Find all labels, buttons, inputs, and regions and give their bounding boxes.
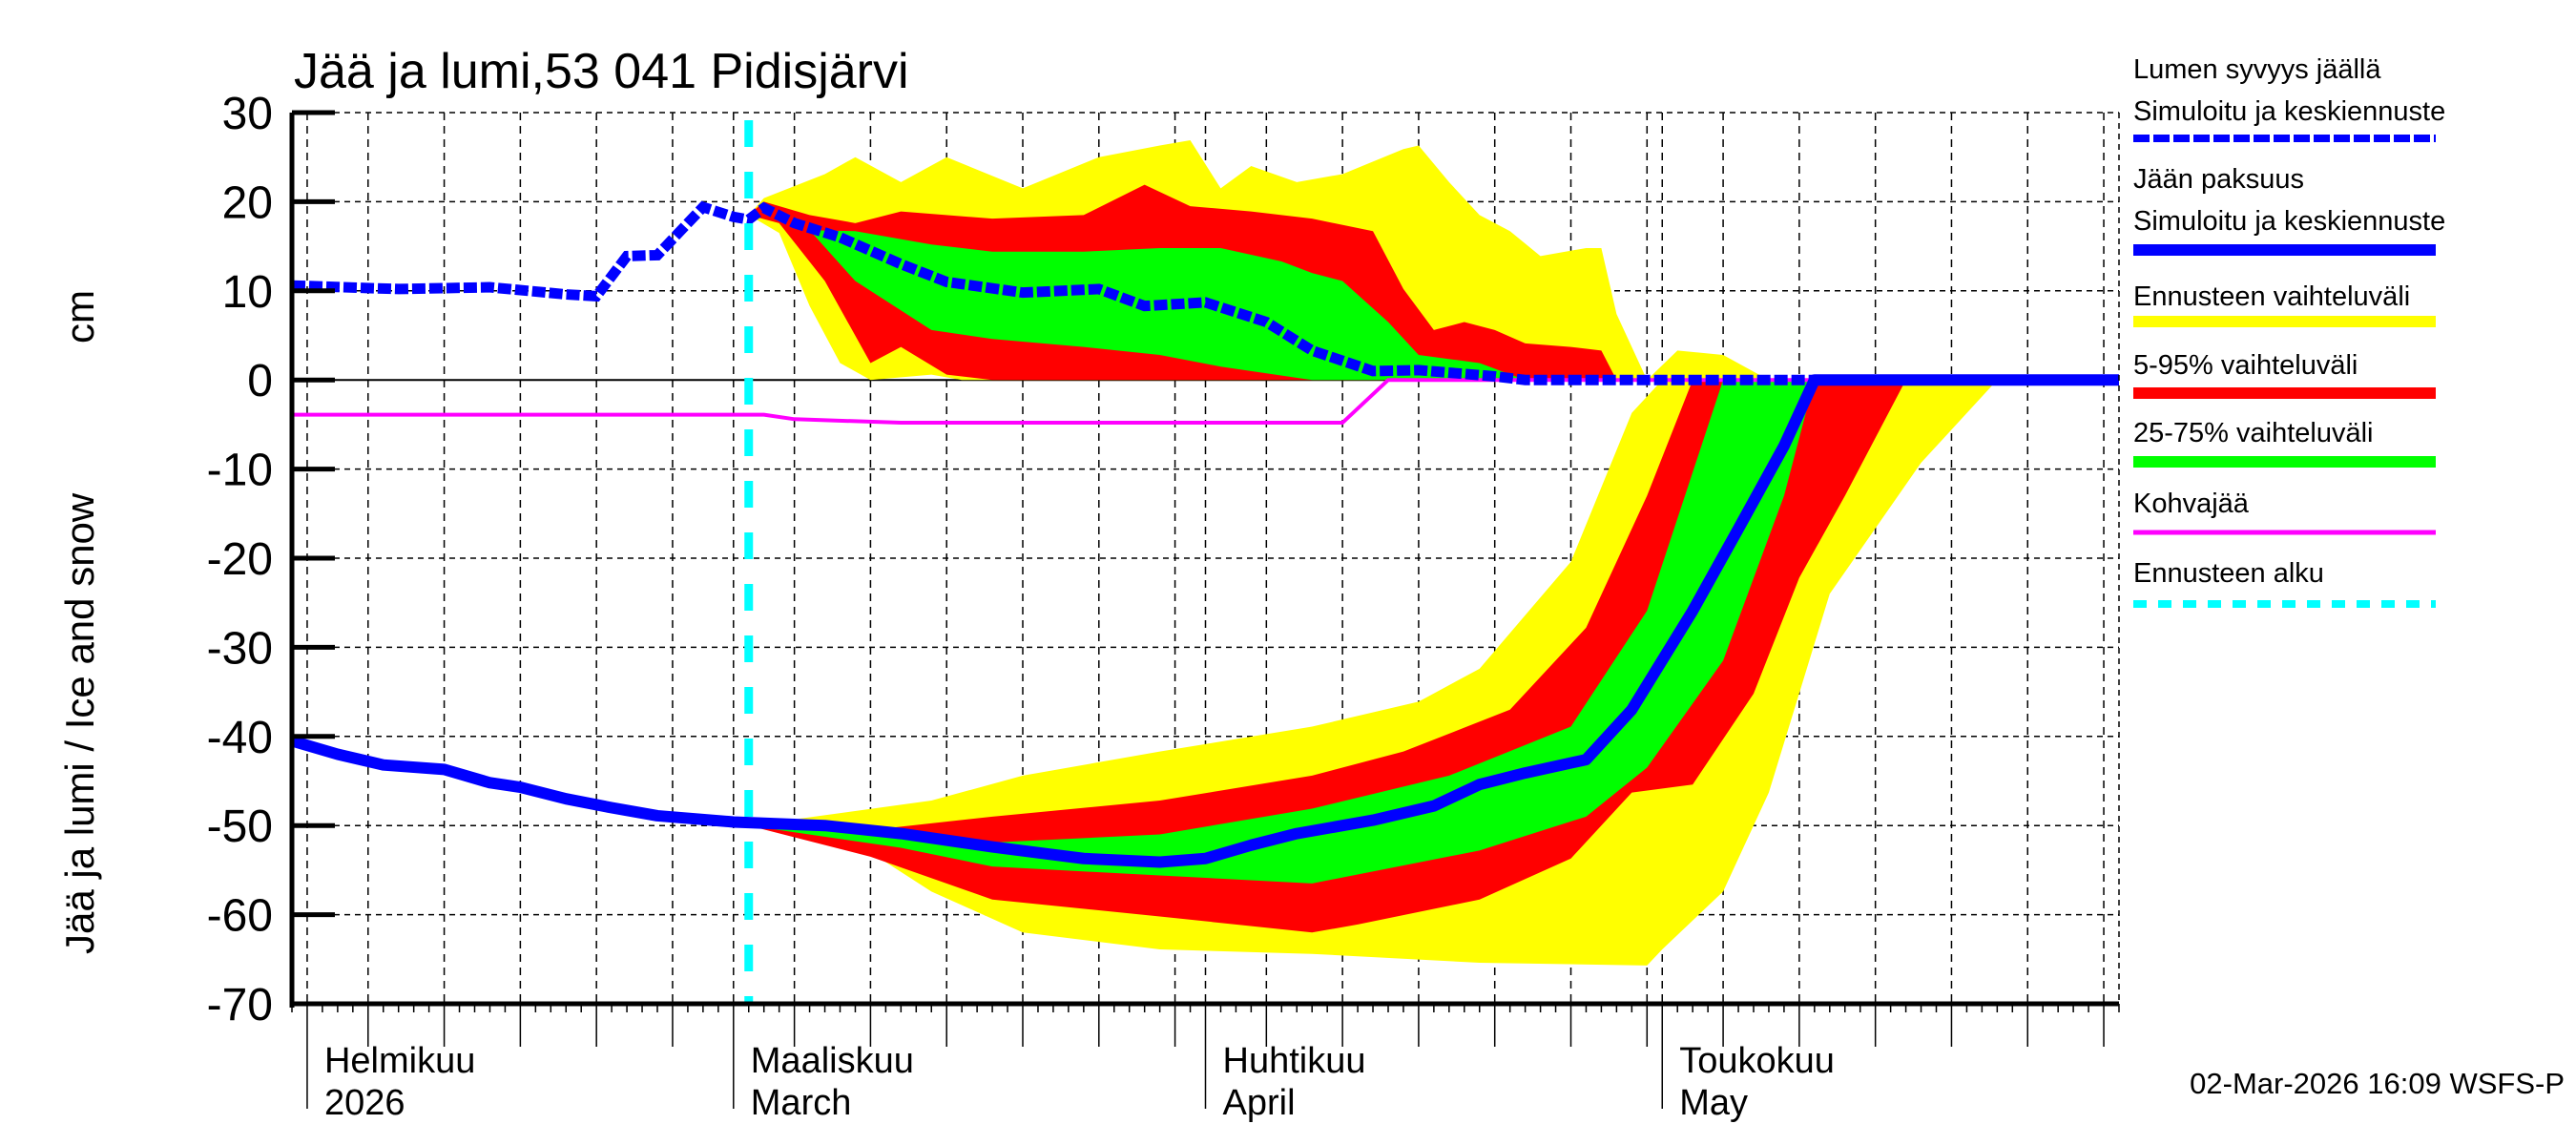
legend-label-p5_95: 5-95% vaihteluväli xyxy=(2133,350,2358,381)
month-sublabel: March xyxy=(751,1083,852,1123)
ice-25-75-band xyxy=(748,380,1815,884)
slush-ice-line xyxy=(292,378,2119,426)
month-label: Maaliskuu xyxy=(751,1041,914,1081)
y-tick-label: -10 xyxy=(207,446,273,496)
y-tick-label: -60 xyxy=(207,891,273,942)
legend: Lumen syvyys jäällä Simuloitu ja keskienn… xyxy=(2133,54,2445,608)
legend-label-snow: Lumen syvyys jäällä xyxy=(2133,54,2381,85)
legend-sublabel-ice: Simuloitu ja keskiennuste xyxy=(2133,206,2445,237)
footer-timestamp: 02-Mar-2026 16:09 WSFS-P xyxy=(2190,1067,2565,1100)
y-tick-label: -50 xyxy=(207,802,273,852)
axes xyxy=(289,110,2120,1109)
y-tick-label: -40 xyxy=(207,713,273,763)
ice-thickness-line xyxy=(290,374,2119,868)
legend-label-forecast_start: Ennusteen alku xyxy=(2133,558,2324,589)
legend-label-ice: Jään paksuus xyxy=(2133,164,2304,195)
month-label: Toukokuu xyxy=(1679,1041,1835,1081)
y-tick-label: -70 xyxy=(207,980,273,1030)
snow-depth-line xyxy=(291,200,2119,385)
y-tick-label: 20 xyxy=(222,177,273,228)
y-tick-label: 0 xyxy=(247,356,273,406)
month-sublabel: April xyxy=(1223,1083,1296,1123)
legend-label-range: Ennusteen vaihteluväli xyxy=(2133,281,2410,312)
y-axis-unit: cm xyxy=(57,290,102,344)
month-label: Helmikuu xyxy=(324,1041,475,1081)
y-tick-label: -20 xyxy=(207,534,273,585)
forecast-bands xyxy=(748,139,1998,966)
month-sublabel: May xyxy=(1679,1083,1748,1123)
y-tick-label: 30 xyxy=(222,89,273,139)
legend-sublabel-snow: Simuloitu ja keskiennuste xyxy=(2133,96,2445,127)
series-lines xyxy=(290,120,2119,1004)
legend-label-p25_75: 25-75% vaihteluväli xyxy=(2133,418,2373,448)
month-sublabel: 2026 xyxy=(324,1083,405,1123)
month-label: Huhtikuu xyxy=(1223,1041,1366,1081)
y-tick-label: -30 xyxy=(207,623,273,674)
y-axis-label: Jää ja lumi / Ice and snow xyxy=(57,492,102,954)
chart-title: Jää ja lumi,53 041 Pidisjärvi xyxy=(294,44,909,99)
legend-label-slush: Kohvajää xyxy=(2133,489,2250,519)
y-tick-label: 10 xyxy=(222,267,273,318)
ice-5-95-band xyxy=(748,380,1906,933)
snow-25-75-band xyxy=(748,215,1526,381)
y-tick-labels: 30 20 10 0 -10 -20 -30 -40 -50 -60 -70 xyxy=(207,89,273,1030)
